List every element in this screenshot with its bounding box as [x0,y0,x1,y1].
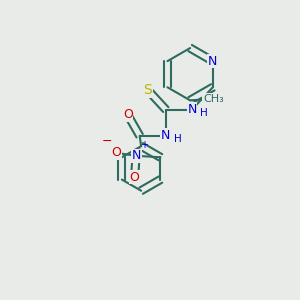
Text: O: O [111,146,121,159]
Text: H: H [174,134,182,144]
Text: O: O [123,108,133,122]
Text: S: S [144,83,152,97]
Text: CH₃: CH₃ [203,94,224,104]
Text: N: N [161,129,170,142]
Text: −: − [102,134,112,148]
Text: O: O [130,171,140,184]
Text: N: N [187,103,197,116]
Text: H: H [200,108,208,118]
Text: N: N [208,55,218,68]
Text: N: N [131,149,141,162]
Text: +: + [140,140,148,150]
